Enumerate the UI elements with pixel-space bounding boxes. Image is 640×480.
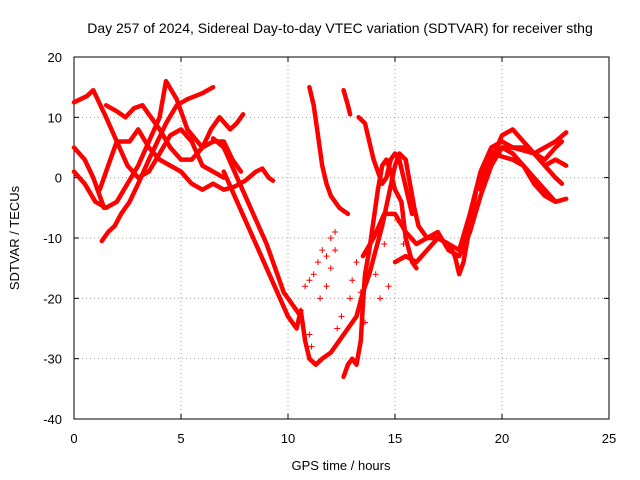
- y-tick-label: -30: [43, 352, 62, 367]
- data-series-track-14: [392, 139, 565, 265]
- data-point: [306, 277, 313, 284]
- data-point: [306, 331, 313, 338]
- data-point: [308, 343, 315, 350]
- data-point: [400, 241, 407, 248]
- data-layer: [71, 78, 569, 380]
- data-series-track-09: [307, 84, 351, 217]
- data-point: [323, 253, 330, 260]
- data-point: [334, 325, 341, 332]
- data-point: [317, 295, 324, 302]
- data-point: [314, 259, 321, 266]
- y-axis-label: SDTVAR / TECUs: [7, 185, 22, 290]
- x-axis-label: GPS time / hours: [292, 458, 391, 473]
- axis-ticks: 0 5 10 15 20 25 -40 -30 -20 -10 0 10 20: [43, 50, 616, 446]
- data-point: [302, 283, 309, 290]
- x-tick-label: 5: [177, 431, 184, 446]
- data-point: [353, 259, 360, 266]
- grid: [74, 57, 609, 419]
- data-series-track-04: [99, 84, 216, 244]
- x-tick-label: 15: [388, 431, 402, 446]
- data-point: [327, 235, 334, 241]
- data-series-track-05: [97, 127, 276, 192]
- data-point: [332, 228, 339, 235]
- y-tick-label: 10: [48, 110, 62, 125]
- y-tick-label: 0: [55, 171, 62, 186]
- data-series-track-10: [341, 87, 353, 117]
- data-point: [357, 289, 364, 296]
- data-point: [377, 295, 384, 302]
- data-series-track-16: [489, 145, 569, 205]
- data-point: [297, 307, 304, 314]
- data-point: [323, 283, 330, 290]
- x-tick-label: 25: [602, 431, 616, 446]
- data-point: [338, 313, 345, 320]
- data-point: [349, 277, 356, 284]
- data-point: [381, 241, 388, 248]
- x-tick-label: 20: [495, 431, 509, 446]
- data-point: [327, 265, 334, 272]
- y-tick-label: -10: [43, 231, 62, 246]
- data-point: [372, 271, 379, 278]
- y-tick-label: -40: [43, 412, 62, 427]
- data-series-track-08: [210, 136, 304, 319]
- y-tick-label: 20: [48, 50, 62, 65]
- y-tick-label: -20: [43, 291, 62, 306]
- x-tick-label: 10: [281, 431, 295, 446]
- data-point: [347, 295, 354, 302]
- data-point: [332, 247, 339, 254]
- data-point: [385, 283, 392, 290]
- data-series-track-06: [103, 103, 246, 162]
- data-series-track-03: [71, 145, 107, 211]
- data-point: [310, 271, 317, 278]
- data-point: [362, 319, 369, 326]
- data-series-track-11: [356, 115, 415, 217]
- x-tick-label: 0: [70, 431, 77, 446]
- data-series-track-01: [71, 87, 227, 180]
- data-series-track-17: [542, 157, 569, 168]
- data-series-track-12: [341, 157, 419, 380]
- data-point: [394, 216, 401, 223]
- chart-title: Day 257 of 2024, Sidereal Day-to-day VTE…: [87, 20, 593, 36]
- data-point: [319, 247, 326, 254]
